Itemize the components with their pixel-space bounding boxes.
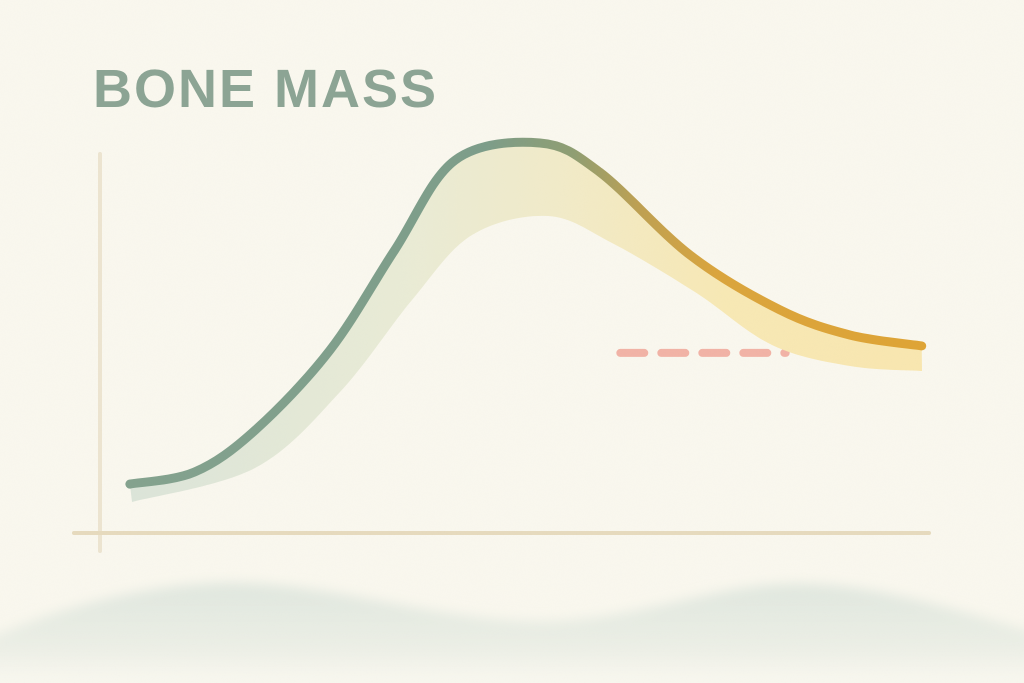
chart-title: BONE MASS	[93, 59, 439, 119]
